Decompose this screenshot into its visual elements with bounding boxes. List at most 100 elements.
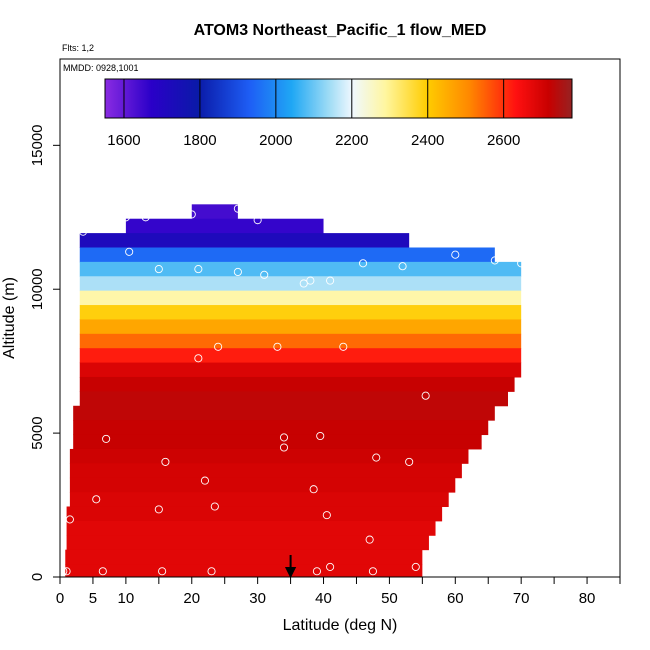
observation-point bbox=[451, 250, 460, 259]
observation-point bbox=[411, 562, 420, 571]
x-tick-label: 0 bbox=[56, 590, 64, 607]
observation-point bbox=[326, 562, 335, 571]
observation-point bbox=[365, 535, 374, 544]
x-tick-label: 10 bbox=[118, 590, 135, 607]
observation-point bbox=[121, 213, 130, 222]
observation-point bbox=[339, 342, 348, 351]
heatmap-cells bbox=[65, 204, 522, 577]
observation-point bbox=[102, 434, 111, 443]
heatmap-band bbox=[66, 520, 436, 536]
observation-point bbox=[210, 502, 219, 511]
observation-point bbox=[359, 259, 368, 268]
heatmap-band bbox=[79, 333, 522, 349]
heatmap-band bbox=[65, 549, 423, 565]
heatmap-band bbox=[79, 319, 522, 335]
plot-frame bbox=[59, 58, 621, 578]
heatmap-band bbox=[79, 233, 410, 248]
observation-point bbox=[187, 210, 196, 219]
observation-point bbox=[62, 567, 71, 576]
dates-label: MMDD: 0928,1001 bbox=[63, 63, 139, 73]
y-tick-label: 5000 bbox=[29, 416, 46, 449]
heatmap-band bbox=[69, 448, 469, 464]
flights-label: Flts: 1,2 bbox=[62, 43, 94, 53]
observation-point bbox=[309, 485, 318, 494]
colorbar-tick-label: 2200 bbox=[335, 132, 368, 149]
heatmap-band bbox=[125, 218, 324, 234]
observation-point bbox=[154, 265, 163, 274]
heatmap-band bbox=[191, 204, 238, 220]
chart-title: ATOM3 Northeast_Pacific_1 flow_MED bbox=[194, 22, 487, 39]
heatmap-band bbox=[66, 506, 443, 522]
heatmap-band bbox=[65, 564, 423, 577]
observation-points bbox=[59, 204, 526, 576]
heatmap-band bbox=[79, 305, 522, 320]
x-tick-label: 30 bbox=[249, 590, 266, 607]
observation-point bbox=[233, 204, 242, 213]
observation-point bbox=[322, 511, 331, 520]
observation-point bbox=[326, 276, 335, 285]
heatmap-band bbox=[73, 420, 489, 436]
heatmap-band bbox=[79, 247, 495, 263]
y-tick-label: 15000 bbox=[29, 124, 46, 166]
observation-point bbox=[253, 216, 262, 225]
observation-point bbox=[316, 431, 325, 441]
observation-point bbox=[490, 256, 499, 265]
x-tick-label: 60 bbox=[447, 590, 464, 607]
observation-point bbox=[233, 267, 242, 277]
observation-point bbox=[214, 342, 223, 351]
observation-point bbox=[421, 391, 430, 400]
observation-point bbox=[299, 279, 308, 288]
observation-point bbox=[260, 270, 269, 279]
observation-point bbox=[79, 227, 88, 236]
heatmap-band bbox=[73, 434, 482, 450]
observation-point bbox=[161, 457, 170, 466]
observation-point bbox=[141, 213, 150, 222]
observation-point bbox=[194, 354, 203, 363]
heatmap-band bbox=[79, 376, 515, 392]
observation-point bbox=[207, 567, 216, 576]
heatmap-band bbox=[79, 290, 522, 306]
heatmap-band bbox=[69, 463, 462, 479]
x-tick-label: 20 bbox=[183, 590, 200, 607]
heatmap-band bbox=[69, 492, 449, 507]
heatmap-band bbox=[66, 535, 429, 551]
y-axis-label: Altitude (m) bbox=[1, 277, 18, 359]
y-tick-label: 10000 bbox=[29, 268, 46, 310]
heatmap-band bbox=[73, 405, 495, 421]
observation-point bbox=[154, 505, 163, 514]
observation-point bbox=[368, 567, 377, 576]
colorbar-tick-label: 1800 bbox=[183, 132, 216, 149]
heatmap-band bbox=[79, 391, 508, 407]
observation-point bbox=[312, 567, 321, 576]
observation-point bbox=[279, 443, 289, 452]
observation-point bbox=[398, 262, 407, 271]
x-tick-label: 50 bbox=[381, 590, 398, 607]
x-axis-label: Latitude (deg N) bbox=[283, 617, 398, 634]
heatmap-band bbox=[79, 348, 522, 364]
observation-point bbox=[65, 515, 74, 524]
observation-point bbox=[279, 433, 289, 442]
colorbar: 1600 1800 2000 2200 2400 2600 bbox=[104, 78, 573, 149]
heatmap-band bbox=[69, 477, 456, 493]
heatmap-band bbox=[79, 362, 522, 378]
y-tick-label: 0 bbox=[29, 573, 46, 581]
observation-point bbox=[517, 259, 526, 268]
x-tick-label: 80 bbox=[579, 590, 596, 607]
observation-point bbox=[194, 265, 203, 274]
latitude-marker-arrow bbox=[284, 555, 297, 579]
colorbar-gradient bbox=[104, 78, 573, 119]
x-axis: 0 5 10 20 30 40 50 60 70 80 bbox=[56, 577, 621, 607]
observation-point bbox=[405, 457, 414, 466]
heatmap-band bbox=[79, 261, 522, 277]
observation-point bbox=[158, 567, 167, 576]
observation-point bbox=[98, 567, 107, 576]
y-axis: 0 5000 10000 15000 bbox=[29, 124, 60, 581]
colorbar-tick-label: 2600 bbox=[487, 132, 520, 149]
observation-point bbox=[372, 453, 381, 462]
x-tick-label: 40 bbox=[315, 590, 332, 607]
colorbar-tick-label: 2400 bbox=[411, 132, 444, 149]
observation-point bbox=[92, 495, 101, 504]
colorbar-tick-label: 1600 bbox=[107, 132, 140, 149]
observation-point bbox=[306, 276, 315, 285]
